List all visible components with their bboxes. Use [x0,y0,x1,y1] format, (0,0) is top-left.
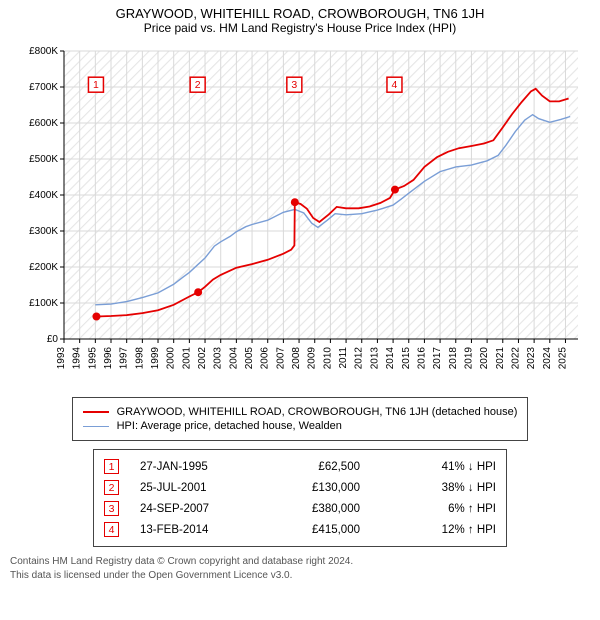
svg-text:2019: 2019 [463,347,474,370]
transaction-date: 25-JUL-2001 [140,482,270,494]
chart-svg: £0 £100K £200K £300K £400K £500K £600K £700K £80… [10,41,584,391]
svg-text:1999: 1999 [150,347,161,370]
chart-container: GRAYWOOD, WHITEHILL ROAD, CROWBOROUGH, T… [0,0,600,592]
transaction-price: £380,000 [278,503,378,515]
svg-text:£0: £0 [47,334,59,345]
transaction-marker: 4 [104,522,119,537]
svg-text:2004: 2004 [228,347,239,370]
svg-text:4: 4 [392,79,398,91]
svg-text:1993: 1993 [56,347,67,370]
svg-text:£800K: £800K [29,46,58,57]
svg-text:2013: 2013 [369,347,380,370]
legend: GRAYWOOD, WHITEHILL ROAD, CROWBOROUGH, T… [72,397,529,441]
transaction-row: 1 27-JAN-1995 £62,500 41% ↓ HPI [104,456,496,477]
transaction-hpi: 12% ↑ HPI [386,524,496,536]
transaction-hpi: 41% ↓ HPI [386,461,496,473]
transaction-date: 24-SEP-2007 [140,503,270,515]
transactions-table: 1 27-JAN-1995 £62,500 41% ↓ HPI 2 25-JUL-2001… [93,449,507,547]
footer-line1: Contains HM Land Registry data © Crown c… [10,555,590,569]
transaction-price: £415,000 [278,524,378,536]
svg-text:1: 1 [93,79,99,91]
svg-text:2007: 2007 [275,347,286,370]
svg-text:3: 3 [291,79,297,91]
svg-text:2: 2 [195,79,201,91]
svg-text:1997: 1997 [119,347,130,370]
legend-label: HPI: Average price, detached house, Weal… [117,420,342,432]
svg-text:£700K: £700K [29,82,58,93]
svg-text:2015: 2015 [401,347,412,370]
svg-text:2025: 2025 [557,347,568,370]
svg-text:1998: 1998 [134,347,145,370]
legend-label: GRAYWOOD, WHITEHILL ROAD, CROWBOROUGH, T… [117,406,518,418]
transaction-marker: 3 [104,501,119,516]
svg-text:2008: 2008 [291,347,302,370]
footer-line2: This data is licensed under the Open Gov… [10,569,590,583]
transaction-hpi: 6% ↑ HPI [386,503,496,515]
footer-attribution: Contains HM Land Registry data © Crown c… [10,555,590,582]
legend-swatch [83,411,109,413]
chart: £0 £100K £200K £300K £400K £500K £600K £700K £80… [10,41,590,391]
transaction-row: 3 24-SEP-2007 £380,000 6% ↑ HPI [104,498,496,519]
transaction-price: £62,500 [278,461,378,473]
svg-text:2018: 2018 [448,347,459,370]
svg-text:2009: 2009 [307,347,318,370]
svg-text:2002: 2002 [197,347,208,370]
svg-text:2016: 2016 [416,347,427,370]
svg-text:£600K: £600K [29,118,58,129]
transaction-price: £130,000 [278,482,378,494]
svg-text:2005: 2005 [244,347,255,370]
legend-swatch [83,426,109,427]
svg-text:2023: 2023 [526,347,537,370]
svg-text:2006: 2006 [260,347,271,370]
svg-text:2010: 2010 [322,347,333,370]
svg-text:1994: 1994 [72,347,83,370]
svg-text:2012: 2012 [354,347,365,370]
svg-text:2011: 2011 [338,347,349,369]
svg-text:1996: 1996 [103,347,114,370]
svg-text:£100K: £100K [29,298,58,309]
transaction-row: 2 25-JUL-2001 £130,000 38% ↓ HPI [104,477,496,498]
svg-text:2022: 2022 [510,347,521,370]
legend-row: GRAYWOOD, WHITEHILL ROAD, CROWBOROUGH, T… [83,406,518,418]
transaction-row: 4 13-FEB-2014 £415,000 12% ↑ HPI [104,519,496,540]
title-address: GRAYWOOD, WHITEHILL ROAD, CROWBOROUGH, T… [10,6,590,21]
svg-text:£500K: £500K [29,154,58,165]
transaction-date: 27-JAN-1995 [140,461,270,473]
legend-row: HPI: Average price, detached house, Weal… [83,420,518,432]
title-subtitle: Price paid vs. HM Land Registry's House … [10,21,590,35]
transaction-marker: 1 [104,459,119,474]
transaction-hpi: 38% ↓ HPI [386,482,496,494]
svg-text:£200K: £200K [29,262,58,273]
svg-text:2014: 2014 [385,347,396,370]
transaction-date: 13-FEB-2014 [140,524,270,536]
svg-text:2003: 2003 [213,347,224,370]
svg-text:1995: 1995 [87,347,98,370]
svg-text:2024: 2024 [542,347,553,370]
svg-text:£300K: £300K [29,226,58,237]
svg-text:2017: 2017 [432,347,443,370]
svg-text:2020: 2020 [479,347,490,370]
svg-text:£400K: £400K [29,190,58,201]
transaction-marker: 2 [104,480,119,495]
svg-text:2021: 2021 [495,347,506,370]
svg-text:2000: 2000 [166,347,177,370]
svg-text:2001: 2001 [181,347,192,370]
